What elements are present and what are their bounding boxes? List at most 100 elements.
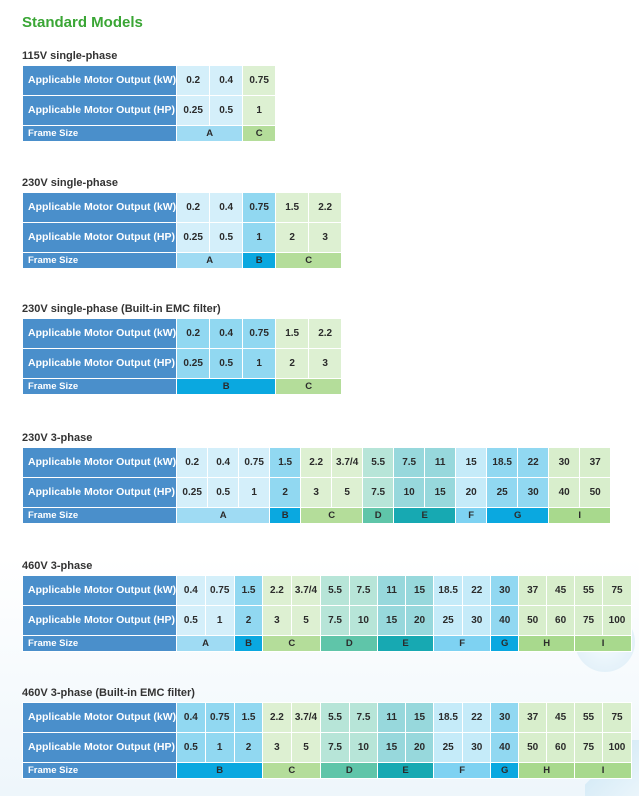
value-cell: 10 xyxy=(348,605,379,636)
value-cell: 0.4 xyxy=(209,65,244,96)
value-cell: 0.75 xyxy=(242,65,277,96)
value-cell: 100 xyxy=(602,732,632,763)
value-cell: 5 xyxy=(290,605,322,636)
value-cell: 7.5 xyxy=(348,575,379,606)
value-cell: 0.4 xyxy=(176,702,206,733)
value-cell: 2 xyxy=(275,222,310,253)
value-cell: 37 xyxy=(518,702,548,733)
frame-size-cell: B xyxy=(269,507,302,524)
kw-row: Applicable Motor Output (kW) 0.2 0.4 0.75 xyxy=(21,65,277,96)
section-title: 230V single-phase (Built-in EMC filter) xyxy=(22,303,221,315)
value-cell: 7.5 xyxy=(348,702,379,733)
hp-row: Applicable Motor Output (HP) 0.25 0.5 1 2 3 5 7… xyxy=(21,477,612,508)
kw-row: Applicable Motor Output (kW) 0.2 0.4 0.75 1.… xyxy=(21,192,343,223)
section-230v-3-phase: 230V 3-phase Applicable Motor Output (kW… xyxy=(21,432,612,524)
section-title: 230V 3-phase xyxy=(22,432,93,444)
value-cell: 0.5 xyxy=(176,732,206,763)
value-cell: 5.5 xyxy=(362,447,395,478)
value-cell: 75 xyxy=(574,605,603,636)
value-cell: 55 xyxy=(574,575,603,606)
value-cell: 40 xyxy=(548,477,581,508)
frame-size-cell: F xyxy=(433,635,492,652)
value-cell: 0.75 xyxy=(238,447,271,478)
value-cell: 40 xyxy=(490,732,520,763)
section-title: 460V 3-phase xyxy=(22,560,93,572)
frame-size-cell: C xyxy=(275,252,343,269)
section-title: 230V single-phase xyxy=(22,177,118,189)
value-cell: 1 xyxy=(204,732,235,763)
value-cell: 45 xyxy=(546,702,576,733)
frame-size-cell: F xyxy=(455,507,488,524)
value-cell: 50 xyxy=(579,477,612,508)
kw-row: Applicable Motor Output (kW) 0.2 0.4 0.75 1.… xyxy=(21,318,343,349)
value-cell: 1.5 xyxy=(233,702,264,733)
value-cell: 0.2 xyxy=(176,447,209,478)
row-header: Applicable Motor Output (kW) xyxy=(21,575,178,606)
frame-size-cell: I xyxy=(548,507,612,524)
value-cell: 11 xyxy=(377,575,407,606)
row-header: Applicable Motor Output (kW) xyxy=(21,318,178,349)
value-cell: 30 xyxy=(548,447,581,478)
value-cell: 20 xyxy=(405,605,435,636)
value-cell: 3 xyxy=(308,222,343,253)
value-cell: 30 xyxy=(517,477,550,508)
value-cell: 5.5 xyxy=(320,575,350,606)
frame-size-cell: B xyxy=(176,378,277,395)
kw-row: Applicable Motor Output (kW) 0.4 0.75 1.5 2.… xyxy=(21,702,632,733)
value-cell: 0.2 xyxy=(176,65,211,96)
section-115v-single-phase: 115V single-phase Applicable Motor Outpu… xyxy=(21,50,277,142)
value-cell: 2.2 xyxy=(300,447,333,478)
value-cell: 1.5 xyxy=(233,575,264,606)
frame-size-cell: C xyxy=(242,125,277,142)
value-cell: 30 xyxy=(462,732,492,763)
frame-size-cell: C xyxy=(262,635,322,652)
value-cell: 2.2 xyxy=(308,192,343,223)
row-header: Applicable Motor Output (HP) xyxy=(21,348,178,379)
value-cell: 15 xyxy=(377,605,407,636)
frame-size-cell: E xyxy=(377,635,435,652)
value-cell: 25 xyxy=(433,605,464,636)
frame-size-row: Frame Size A B C D E F G I xyxy=(21,507,612,524)
value-cell: 0.5 xyxy=(209,348,244,379)
spec-table: Applicable Motor Output (kW) 0.2 0.4 0.75 1.… xyxy=(21,192,343,269)
value-cell: 0.4 xyxy=(207,447,240,478)
value-cell: 37 xyxy=(579,447,612,478)
value-cell: 1 xyxy=(238,477,271,508)
value-cell: 7.5 xyxy=(362,477,395,508)
section-230v-single-phase: 230V single-phase Applicable Motor Outpu… xyxy=(21,177,343,269)
value-cell: 20 xyxy=(455,477,488,508)
row-header: Frame Size xyxy=(21,378,178,395)
value-cell: 2 xyxy=(275,348,310,379)
frame-size-cell: G xyxy=(486,507,550,524)
value-cell: 3 xyxy=(300,477,333,508)
frame-size-cell: G xyxy=(490,762,520,779)
value-cell: 22 xyxy=(517,447,550,478)
value-cell: 40 xyxy=(490,605,520,636)
section-title: 115V single-phase xyxy=(22,50,118,62)
kw-row: Applicable Motor Output (kW) 0.2 0.4 0.75 1.… xyxy=(21,447,612,478)
page-title: Standard Models xyxy=(22,14,143,31)
value-cell: 0.75 xyxy=(242,318,277,349)
value-cell: 15 xyxy=(405,575,435,606)
row-header: Applicable Motor Output (kW) xyxy=(21,702,178,733)
row-header: Applicable Motor Output (HP) xyxy=(21,222,178,253)
frame-size-cell: E xyxy=(393,507,457,524)
frame-size-cell: H xyxy=(518,635,576,652)
section-230v-single-phase-emc: 230V single-phase (Built-in EMC filter) … xyxy=(21,303,343,395)
frame-size-row: Frame Size B C xyxy=(21,378,343,395)
row-header: Applicable Motor Output (kW) xyxy=(21,65,178,96)
row-header: Applicable Motor Output (kW) xyxy=(21,192,178,223)
value-cell: 10 xyxy=(348,732,379,763)
row-header: Applicable Motor Output (kW) xyxy=(21,447,178,478)
value-cell: 50 xyxy=(518,605,548,636)
frame-size-cell: F xyxy=(433,762,492,779)
value-cell: 15 xyxy=(455,447,488,478)
value-cell: 3 xyxy=(262,605,292,636)
value-cell: 30 xyxy=(490,702,520,733)
value-cell: 0.5 xyxy=(176,605,206,636)
value-cell: 5.5 xyxy=(320,702,350,733)
value-cell: 1 xyxy=(242,222,277,253)
row-header: Frame Size xyxy=(21,252,178,269)
value-cell: 22 xyxy=(462,575,492,606)
value-cell: 60 xyxy=(546,732,576,763)
